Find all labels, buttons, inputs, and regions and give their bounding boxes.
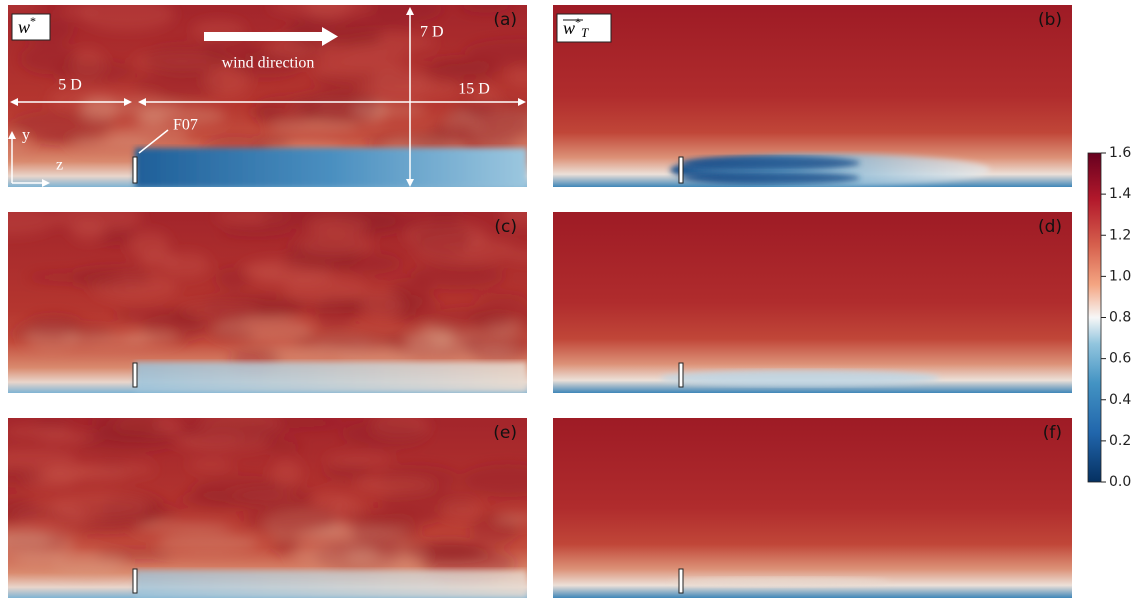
annotation-arrows (8, 7, 526, 187)
turbine-marker (132, 156, 684, 594)
symbol: w (563, 18, 575, 38)
annotation: y (22, 127, 30, 144)
superscript: * (30, 14, 36, 28)
legend-box (11, 13, 51, 41)
annotation: 5 D (58, 77, 82, 94)
annotation: wind direction (222, 55, 315, 72)
flow-field-panel (553, 5, 1072, 187)
panel-label: (e) (493, 423, 517, 443)
colorbar-tick-label: 0.4 (1109, 392, 1131, 408)
panel-label: (c) (494, 217, 517, 237)
colorbar-tick-label: 0.0 (1109, 474, 1131, 490)
flow-field-panel (8, 212, 527, 393)
annotation: 7 D (420, 24, 444, 41)
superscript: * (575, 15, 581, 29)
panel-label: (b) (1038, 10, 1062, 30)
flow-field-panel (8, 5, 527, 187)
annotation: F07 (173, 117, 198, 134)
colorbar-tick-label: 0.2 (1109, 433, 1131, 449)
panel-label: (f) (1043, 423, 1062, 443)
flow-field-panel (553, 212, 1072, 393)
legend-text: w*T (563, 15, 589, 40)
annotation: 15 D (458, 81, 490, 98)
colorbar-tick-label: 1.2 (1109, 227, 1131, 243)
symbol: w (18, 17, 30, 37)
subscript: T (581, 25, 589, 40)
legend-box (556, 13, 612, 43)
flow-field-panel (553, 418, 1072, 598)
annotation: z (56, 157, 63, 174)
panel-label: (d) (1038, 217, 1062, 237)
colorbar-tick-label: 1.0 (1109, 268, 1131, 284)
colorbar-tick-label: 1.6 (1109, 145, 1131, 161)
colorbar-tick-label: 1.4 (1109, 186, 1131, 202)
flow-field-panel (8, 418, 527, 598)
legend-text: w* (18, 14, 36, 37)
colorbar (1087, 152, 1102, 483)
colorbar-tick-label: 0.6 (1109, 351, 1131, 367)
panel-label: (a) (493, 10, 517, 30)
colorbar-tick-label: 0.8 (1109, 310, 1131, 326)
